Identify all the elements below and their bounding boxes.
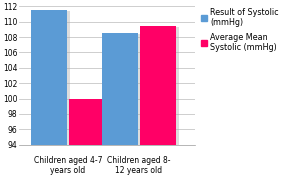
Bar — [105, 34, 141, 146]
Legend: Result of Systolic
(mmHg), Average Mean
Systolic (mmHg): Result of Systolic (mmHg), Average Mean … — [201, 7, 279, 52]
Bar — [72, 100, 108, 146]
Bar — [143, 27, 179, 146]
Bar — [102, 33, 138, 145]
Bar — [34, 11, 70, 146]
Bar — [140, 25, 176, 145]
Bar — [31, 10, 67, 145]
Bar — [69, 99, 105, 145]
